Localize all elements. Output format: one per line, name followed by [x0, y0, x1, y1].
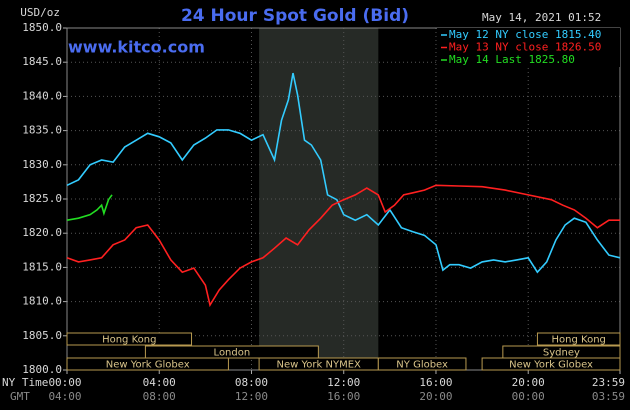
session-label: London	[214, 348, 251, 359]
session-box	[66, 332, 193, 346]
x2-tick-label: 08:00	[143, 390, 176, 403]
y-tick-label: 1835.0	[22, 124, 62, 137]
x2-tick-label: 03:59	[592, 390, 625, 403]
session-label: New York NYMEX	[277, 360, 362, 371]
y-tick-label: 1805.0	[22, 329, 62, 342]
x-axis-label: NY Time	[2, 376, 48, 389]
y-tick-label: 1845.0	[22, 55, 62, 68]
x-tick-label: 08:00	[235, 376, 268, 389]
x2-tick-label: 16:00	[327, 390, 360, 403]
chart-title: 24 Hour Spot Gold (Bid)	[181, 6, 409, 26]
x2-tick-label: 20:00	[419, 390, 452, 403]
y-tick-label: 1815.0	[22, 260, 62, 273]
x-tick-label: 20:00	[512, 376, 545, 389]
session-box	[536, 332, 621, 346]
session-box	[144, 345, 319, 359]
session-label: Hong Kong	[552, 335, 606, 346]
y-tick-label: 1825.0	[22, 192, 62, 205]
legend-label: May 12 NY close 1815.40	[449, 28, 601, 41]
x2-tick-label: 00:00	[512, 390, 545, 403]
session-box	[66, 357, 229, 371]
series-line	[66, 194, 113, 221]
y-tick-label: 1850.0	[22, 21, 62, 34]
legend-label: May 14 Last 1825.80	[449, 53, 575, 66]
x-tick-label: 00:00	[48, 376, 81, 389]
x2-tick-label: 04:00	[48, 390, 81, 403]
series-line	[66, 184, 620, 308]
x-tick-label: 12:00	[327, 376, 360, 389]
session-label: Sydney	[543, 348, 580, 359]
x-tick-label: 23:59	[592, 376, 625, 389]
y-tick-label: 1840.0	[22, 89, 62, 102]
series-line	[66, 72, 621, 274]
y-tick-label: 1800.0	[22, 363, 62, 376]
x2-tick-label: 12:00	[235, 390, 268, 403]
x-tick-label: 16:00	[419, 376, 452, 389]
source-label: www.kitco.com	[68, 38, 205, 57]
legend-label: May 13 NY close 1826.50	[449, 41, 601, 54]
session-highlight	[259, 28, 379, 370]
x-tick-label: 04:00	[143, 376, 176, 389]
session-label: NY Globex	[396, 360, 448, 371]
y-tick-label: 1830.0	[22, 158, 62, 171]
session-box	[481, 357, 621, 371]
session-label: Hong Kong	[102, 335, 156, 346]
session-box	[377, 357, 467, 371]
legend-box	[437, 28, 620, 67]
session-label: New York Globex	[106, 360, 190, 371]
timestamp: May 14, 2021 01:52	[482, 11, 601, 24]
y-axis-label: USD/oz	[20, 6, 60, 19]
x2-axis-label: GMT	[10, 390, 30, 403]
session-label: New York Globex	[509, 360, 593, 371]
y-tick-label: 1810.0	[22, 295, 62, 308]
y-tick-label: 1820.0	[22, 226, 62, 239]
